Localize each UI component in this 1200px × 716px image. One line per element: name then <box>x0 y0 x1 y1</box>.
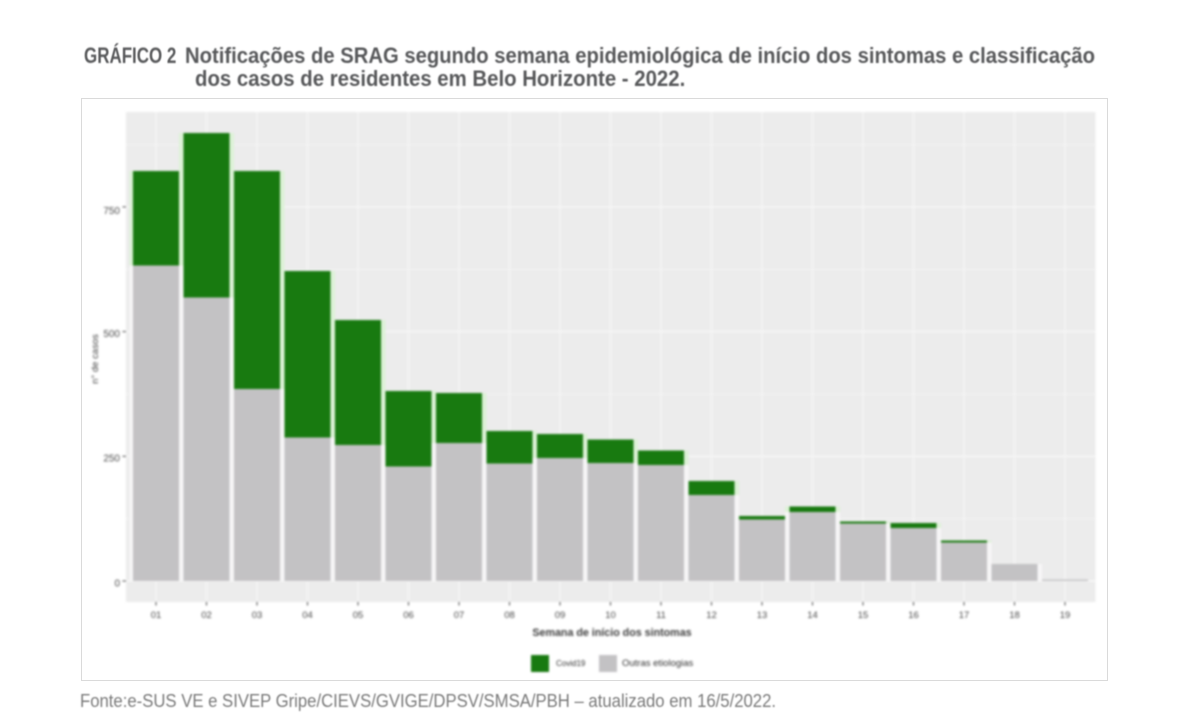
svg-text:16: 16 <box>908 610 919 621</box>
svg-text:13: 13 <box>757 610 768 621</box>
svg-text:250: 250 <box>103 454 120 465</box>
svg-text:15: 15 <box>858 610 869 621</box>
svg-text:07: 07 <box>454 610 465 621</box>
svg-text:750: 750 <box>103 206 120 217</box>
svg-text:09: 09 <box>555 610 566 621</box>
svg-text:Outras etiologias: Outras etiologias <box>622 658 694 669</box>
svg-text:n° de casos: n° de casos <box>90 334 101 384</box>
svg-text:01: 01 <box>151 610 162 621</box>
svg-text:12: 12 <box>706 610 717 621</box>
svg-text:11: 11 <box>656 610 666 621</box>
svg-text:500: 500 <box>103 329 120 340</box>
svg-text:17: 17 <box>959 610 970 621</box>
svg-text:06: 06 <box>403 610 414 621</box>
svg-text:04: 04 <box>302 610 313 621</box>
svg-text:19: 19 <box>1060 610 1071 621</box>
svg-text:10: 10 <box>605 610 616 621</box>
svg-text:18: 18 <box>1009 610 1020 621</box>
svg-text:Covid19: Covid19 <box>556 659 586 668</box>
svg-text:02: 02 <box>201 610 212 621</box>
svg-text:0: 0 <box>114 578 120 589</box>
svg-text:03: 03 <box>252 610 263 621</box>
svg-text:05: 05 <box>353 610 364 621</box>
svg-text:14: 14 <box>807 610 818 621</box>
svg-text:08: 08 <box>504 610 515 621</box>
svg-text:Semana de início dos sintomas: Semana de início dos sintomas <box>532 627 691 639</box>
